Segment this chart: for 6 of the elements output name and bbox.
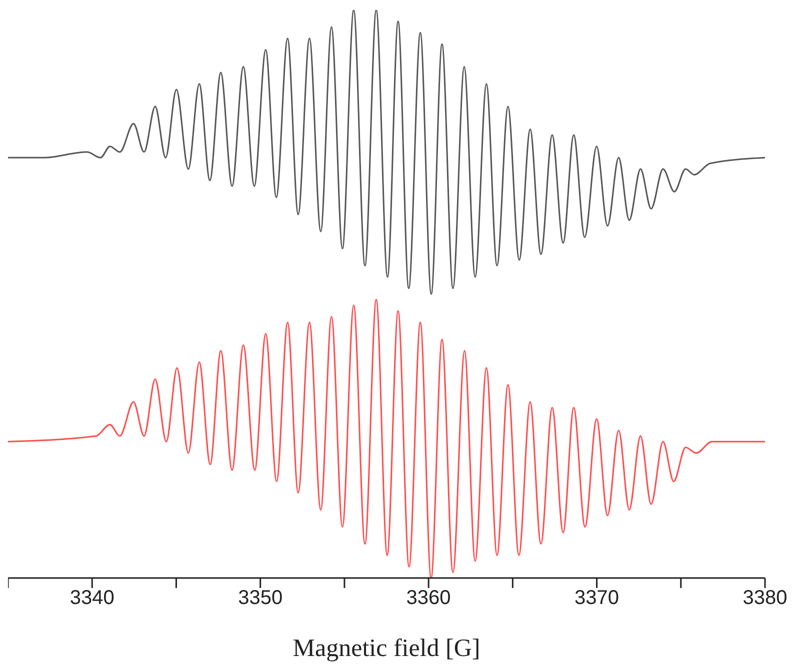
x-tick-label: 3380	[742, 587, 788, 610]
x-tick-label: 3370	[574, 587, 620, 610]
x-axis-title: Magnetic field [G]	[292, 635, 480, 662]
x-tick-label: 3360	[406, 587, 451, 610]
x-tick-label: 3350	[238, 587, 283, 610]
x-tick-label: 3340	[70, 587, 114, 610]
